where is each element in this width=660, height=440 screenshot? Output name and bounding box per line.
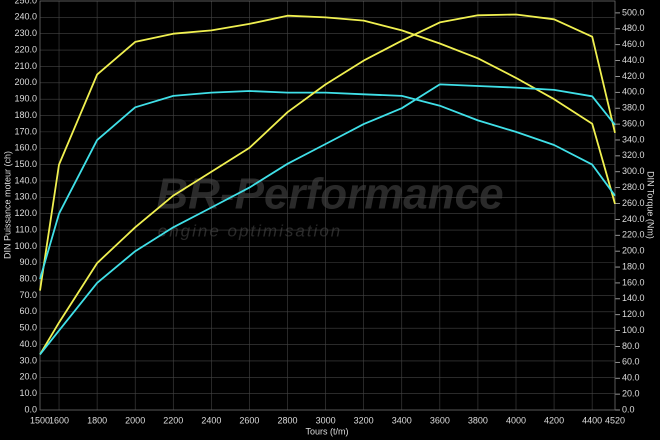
y2-tick-label: 20.0 [622, 388, 640, 398]
y-tick-label: 220.0 [14, 44, 37, 54]
x-tick-label: 1600 [49, 415, 69, 425]
x-tick-label: 2200 [163, 415, 183, 425]
y-tick-label: 0.0 [24, 404, 37, 414]
y-tick-label: 20.0 [19, 372, 37, 382]
x-axis-label: Tours (t/m) [305, 426, 348, 436]
series-line [39, 83, 616, 355]
series-line [39, 14, 616, 291]
y-tick-label: 190.0 [14, 94, 37, 104]
y-tick-label: 10.0 [19, 388, 37, 398]
y2-tick-label: 160.0 [622, 277, 645, 287]
y2-axis-label: DIN Torque (Nm) [646, 171, 656, 239]
y2-tick-label: 300.0 [622, 166, 645, 176]
y2-tick-label: 480.0 [622, 23, 645, 33]
x-tick-label: 2600 [239, 415, 259, 425]
y-tick-label: 200.0 [14, 77, 37, 87]
y-tick-label: 230.0 [14, 28, 37, 38]
y2-tick-label: 460.0 [622, 39, 645, 49]
y-tick-label: 160.0 [14, 143, 37, 153]
y2-tick-label: 320.0 [622, 150, 645, 160]
y-tick-label: 180.0 [14, 110, 37, 120]
y-tick-label: 130.0 [14, 192, 37, 202]
x-tick-label: 4000 [506, 415, 526, 425]
x-tick-label: 3600 [430, 415, 450, 425]
y-tick-label: 80.0 [19, 273, 37, 283]
y2-tick-label: 240.0 [622, 214, 645, 224]
y2-tick-label: 420.0 [622, 71, 645, 81]
y2-tick-label: 40.0 [622, 373, 640, 383]
x-tick-label: 2800 [278, 415, 298, 425]
series-line [39, 13, 616, 355]
y-tick-label: 70.0 [19, 290, 37, 300]
y2-tick-label: 140.0 [622, 293, 645, 303]
x-tick-label: 1500 [30, 415, 50, 425]
y2-tick-label: 180.0 [622, 261, 645, 271]
y2-tick-label: 100.0 [622, 325, 645, 335]
y-tick-label: 120.0 [14, 208, 37, 218]
y-tick-label: 170.0 [14, 126, 37, 136]
y2-tick-label: 220.0 [622, 230, 645, 240]
y2-tick-label: 120.0 [622, 309, 645, 319]
y-tick-label: 150.0 [14, 159, 37, 169]
y2-tick-label: 340.0 [622, 134, 645, 144]
y2-tick-label: 200.0 [622, 246, 645, 256]
y2-tick-label: 260.0 [622, 198, 645, 208]
y2-tick-label: 500.0 [622, 7, 645, 17]
x-tick-label: 3200 [354, 415, 374, 425]
y-tick-label: 90.0 [19, 257, 37, 267]
x-tick-label: 4400 [582, 415, 602, 425]
y2-tick-label: 440.0 [622, 55, 645, 65]
watermark: BR-Performance [156, 170, 503, 219]
plot-frame [39, 0, 616, 411]
y2-tick-label: 360.0 [622, 118, 645, 128]
watermark-subtitle: engine optimisation [158, 221, 342, 240]
series-line [39, 90, 616, 280]
y2-tick-label: 80.0 [622, 341, 640, 351]
x-tick-label: 3800 [468, 415, 488, 425]
x-tick-label: 4520 [605, 415, 625, 425]
x-tick-label: 3400 [392, 415, 412, 425]
y-tick-label: 110.0 [15, 224, 37, 234]
x-tick-label: 2400 [201, 415, 221, 425]
y2-tick-label: 60.0 [622, 357, 640, 367]
y2-tick-label: 0.0 [622, 404, 635, 414]
y-axis-label: DIN Puissance moteur (ch) [2, 151, 12, 259]
y-tick-label: 240.0 [14, 12, 37, 22]
y-tick-label: 40.0 [19, 339, 37, 349]
y2-tick-label: 400.0 [622, 87, 645, 97]
y2-tick-label: 380.0 [622, 103, 645, 113]
x-tick-label: 2000 [125, 415, 145, 425]
y-tick-label: 100.0 [14, 241, 37, 251]
y-tick-label: 140.0 [14, 175, 37, 185]
y-tick-label: 250.0 [14, 0, 37, 5]
x-tick-label: 3000 [316, 415, 336, 425]
x-tick-label: 1800 [87, 415, 107, 425]
y2-tick-label: 280.0 [622, 182, 645, 192]
x-tick-label: 4200 [544, 415, 564, 425]
y-tick-label: 50.0 [19, 323, 37, 333]
y-tick-label: 30.0 [19, 355, 37, 365]
y-tick-label: 60.0 [19, 306, 37, 316]
y-tick-label: 210.0 [14, 61, 37, 71]
